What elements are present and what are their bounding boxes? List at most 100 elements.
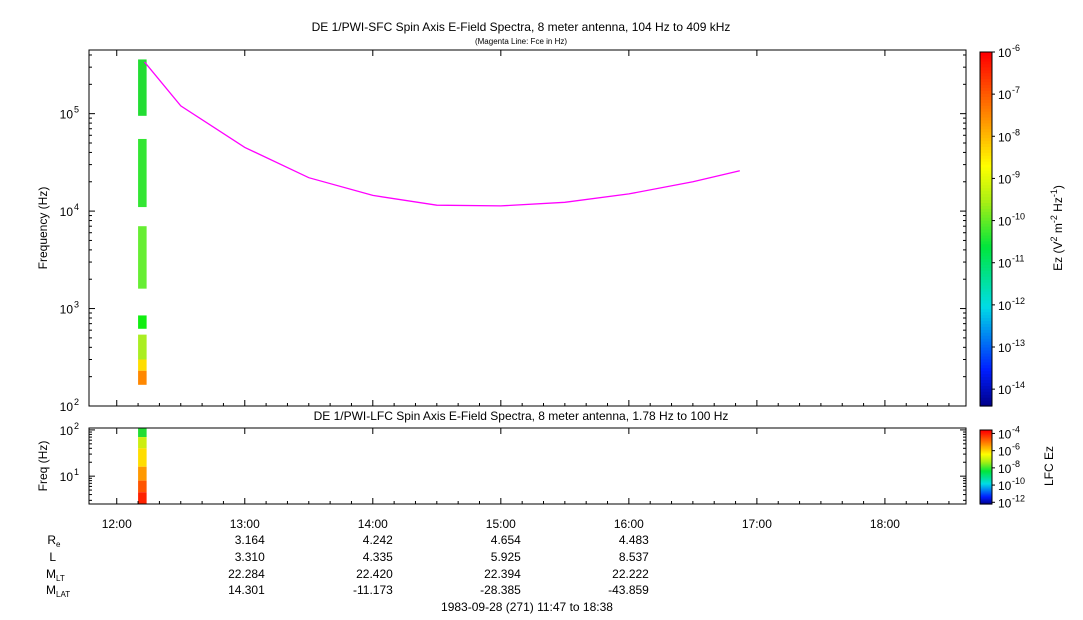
colorbar-swatch: [980, 358, 992, 363]
colorbar-tick-label: 10: [998, 496, 1012, 510]
colorbar-swatch: [980, 302, 992, 307]
colorbar-swatch: [980, 288, 992, 292]
colorbar-swatch: [980, 376, 992, 381]
colorbar-swatch: [980, 382, 992, 386]
colorbar-swatch: [980, 487, 992, 490]
bottom-colorbar-label: LFC Ez: [1042, 446, 1056, 486]
colorbar-swatch: [980, 476, 992, 478]
colorbar-swatch: [980, 494, 992, 496]
colorbar-swatch: [980, 502, 992, 504]
colorbar-swatch: [980, 335, 992, 339]
colorbar-swatch: [980, 483, 992, 485]
colorbar-tick-label: 10: [998, 172, 1012, 186]
colorbar-tick-label: 10: [998, 130, 1012, 144]
colorbar-swatch: [980, 341, 992, 345]
colorbar-swatch: [980, 490, 992, 492]
colorbar-tick-exponent: -12: [1012, 296, 1025, 306]
colorbar-swatch: [980, 258, 992, 263]
colorbar-swatch: [980, 246, 992, 251]
colorbar-swatch: [980, 211, 992, 215]
colorbar-swatch: [980, 270, 992, 274]
colorbar-swatch: [980, 470, 992, 472]
spectrum-block-0-3: [138, 315, 147, 329]
colorbar-swatch: [980, 470, 992, 472]
colorbar-swatch: [980, 314, 992, 319]
colorbar-tick-exponent: -4: [1012, 424, 1020, 434]
y-tick-label: 10: [60, 205, 74, 219]
colorbar-swatch: [980, 444, 992, 446]
colorbar-swatch: [980, 158, 992, 162]
colorbar-swatch: [980, 440, 992, 442]
colorbar-swatch: [980, 453, 992, 455]
colorbar-swatch: [980, 468, 992, 471]
colorbar-swatch: [980, 442, 992, 445]
colorbar-swatch: [980, 473, 992, 475]
colorbar-swatch: [980, 205, 992, 209]
x-tick-label: 12:00: [102, 517, 132, 531]
colorbar-swatch: [980, 439, 992, 442]
colorbar-swatch: [980, 499, 992, 501]
colorbar-swatch: [980, 167, 992, 171]
colorbar-swatch: [980, 240, 992, 245]
colorbar-swatch: [980, 471, 992, 473]
colorbar-swatch: [980, 105, 992, 109]
colorbar-swatch: [980, 320, 992, 324]
colorbar-swatch: [980, 329, 992, 333]
colorbar-swatch: [980, 137, 992, 142]
colorbar-swatch: [980, 69, 992, 74]
colorbar-swatch: [980, 361, 992, 366]
colorbar-swatch: [980, 391, 992, 395]
colorbar-swatch: [980, 108, 992, 112]
ephemeris-value: 22.394: [484, 567, 521, 581]
ephemeris-value: 8.537: [619, 550, 649, 564]
colorbar-swatch: [980, 455, 992, 458]
colorbar-swatch: [980, 290, 992, 295]
colorbar-swatch: [980, 431, 992, 433]
colorbar-swatch: [980, 111, 992, 115]
colorbar-swatch: [980, 397, 992, 401]
top-y-axis-label: Frequency (Hz): [36, 187, 50, 270]
colorbar-tick-label: 10: [998, 427, 1012, 441]
y-tick-label: 10: [60, 400, 74, 414]
colorbar-swatch: [980, 282, 992, 286]
colorbar-swatch: [980, 457, 992, 459]
colorbar-swatch: [980, 388, 992, 392]
top-panel-subtitle: (Magenta Line: Fce in Hz): [475, 37, 567, 46]
top-spectrogram-data: [138, 59, 740, 385]
colorbar-swatch: [980, 495, 992, 497]
colorbar-tick-label: 10: [998, 479, 1012, 493]
spectrum-block-1-2: [138, 448, 147, 467]
colorbar-swatch: [980, 128, 992, 133]
colorbar-swatch: [980, 217, 992, 221]
colorbar-swatch: [980, 57, 992, 62]
colorbar-swatch: [980, 326, 992, 330]
x-tick-label: 17:00: [742, 517, 772, 531]
colorbar-swatch: [980, 199, 992, 204]
colorbar-swatch: [980, 462, 992, 464]
colorbar-swatch: [980, 229, 992, 233]
colorbar-swatch: [980, 202, 992, 206]
colorbar-swatch: [980, 208, 992, 212]
y-tick-exponent: 2: [74, 421, 79, 431]
colorbar-swatch: [980, 456, 992, 458]
colorbar-swatch: [980, 63, 992, 68]
fce-line: [143, 61, 740, 207]
colorbar-swatch: [980, 449, 992, 451]
spectrum-block-1-1: [138, 437, 147, 449]
colorbar-swatch: [980, 90, 992, 94]
colorbar-swatch: [980, 445, 992, 447]
spectrum-block-1-4: [138, 480, 147, 493]
colorbar-swatch: [980, 196, 992, 201]
x-tick-label: 13:00: [230, 517, 260, 531]
colorbar-swatch: [980, 373, 992, 378]
spectrum-block-0-1: [138, 138, 147, 208]
colorbar-swatch: [980, 443, 992, 445]
colorbar-swatch: [980, 481, 992, 484]
colorbar-swatch: [980, 499, 992, 501]
colorbar-swatch: [980, 252, 992, 257]
y-tick-label: 10: [60, 424, 74, 438]
colorbar-swatch: [980, 385, 992, 389]
colorbar-tick-exponent: -10: [1012, 476, 1025, 486]
